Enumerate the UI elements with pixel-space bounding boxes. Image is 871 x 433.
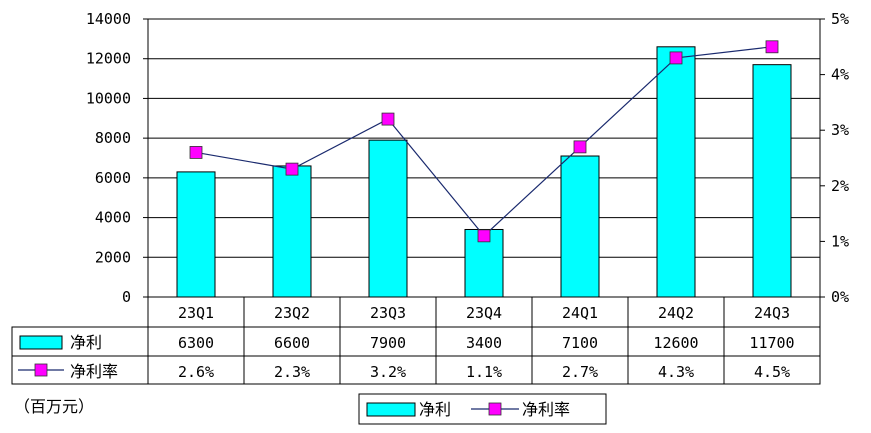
bar bbox=[656, 46, 696, 298]
legend-bar-label: 净利 bbox=[419, 400, 451, 419]
axes bbox=[143, 18, 825, 298]
legend: 净利 净利率 bbox=[358, 393, 607, 425]
legend-line-marker-swatch bbox=[488, 402, 502, 416]
grid-lines bbox=[148, 18, 820, 258]
y-left-tick-label: 6000 bbox=[95, 169, 131, 187]
line-marker bbox=[189, 146, 203, 159]
table-cell-bar-value: 7900 bbox=[370, 334, 406, 352]
bar-series bbox=[176, 46, 792, 298]
line-marker bbox=[573, 140, 587, 154]
table-cell-line-value: 4.5% bbox=[754, 363, 790, 381]
x-tick-label: 23Q1 bbox=[178, 304, 214, 322]
line-marker bbox=[765, 40, 779, 54]
table-bar-swatch bbox=[19, 335, 63, 350]
y-left-tick-label: 4000 bbox=[95, 209, 131, 227]
y-right-tick-label: 3% bbox=[831, 121, 849, 139]
table-row-header-bar: 净利 bbox=[70, 333, 102, 352]
table-row-header-line: 净利率 bbox=[70, 362, 118, 381]
line-marker bbox=[669, 51, 683, 65]
y-right-tick-label: 2% bbox=[831, 177, 849, 195]
line-marker bbox=[285, 162, 299, 176]
x-tick-label: 23Q3 bbox=[370, 304, 406, 322]
y-axis-left: 0 2000 4000 6000 8000 10000 12000 14000 bbox=[86, 10, 131, 306]
x-tick-label: 23Q2 bbox=[274, 304, 310, 322]
table-cell-line-value: 3.2% bbox=[370, 363, 406, 381]
table-cell-bar-value: 3400 bbox=[466, 334, 502, 352]
unit-label: （百万元） bbox=[14, 397, 94, 416]
table-cell-bar-value: 6600 bbox=[274, 334, 310, 352]
y-right-tick-label: 0% bbox=[831, 288, 849, 306]
table-line-marker-swatch bbox=[34, 363, 48, 377]
bar bbox=[368, 139, 408, 298]
bar bbox=[752, 64, 792, 298]
bar bbox=[560, 155, 600, 298]
table-cell-bar-value: 7100 bbox=[562, 334, 598, 352]
line-marker bbox=[477, 229, 491, 243]
y-right-tick-label: 5% bbox=[831, 10, 849, 28]
y-left-tick-label: 12000 bbox=[86, 50, 131, 68]
table-cell-bar-value: 12600 bbox=[653, 334, 698, 352]
line-series bbox=[189, 40, 779, 243]
plot-frame bbox=[147, 18, 821, 298]
y-left-tick-label: 2000 bbox=[95, 248, 131, 266]
table-cell-line-value: 2.6% bbox=[178, 363, 214, 381]
table-cell-line-value: 2.3% bbox=[274, 363, 310, 381]
table-cell-line-value: 2.7% bbox=[562, 363, 598, 381]
y-right-tick-label: 1% bbox=[831, 232, 849, 250]
line-marker bbox=[381, 112, 395, 126]
table-cell-bar-value: 11700 bbox=[749, 334, 794, 352]
legend-line-label: 净利率 bbox=[522, 400, 570, 419]
y-right-tick-label: 4% bbox=[831, 66, 849, 84]
bar bbox=[176, 171, 216, 298]
x-tick-label: 23Q4 bbox=[466, 304, 502, 322]
data-table: 23Q1 6300 2.6% 23Q2 6600 2.3% 23Q3 7900 3.2% 23Q4… bbox=[11, 297, 821, 385]
y-axis-right: 0% 1% 2% 3% 4% 5% bbox=[831, 10, 849, 306]
legend-bar-swatch bbox=[366, 402, 416, 417]
y-left-tick-label: 8000 bbox=[95, 129, 131, 147]
bar bbox=[272, 165, 312, 298]
x-tick-label: 24Q2 bbox=[658, 304, 694, 322]
table-cell-bar-value: 6300 bbox=[178, 334, 214, 352]
y-left-tick-label: 14000 bbox=[86, 10, 131, 28]
y-left-tick-label: 0 bbox=[122, 288, 131, 306]
x-tick-label: 24Q1 bbox=[562, 304, 598, 322]
x-tick-label: 24Q3 bbox=[754, 304, 790, 322]
y-left-tick-label: 10000 bbox=[86, 89, 131, 107]
table-cell-line-value: 1.1% bbox=[466, 363, 502, 381]
table-cell-line-value: 4.3% bbox=[658, 363, 694, 381]
